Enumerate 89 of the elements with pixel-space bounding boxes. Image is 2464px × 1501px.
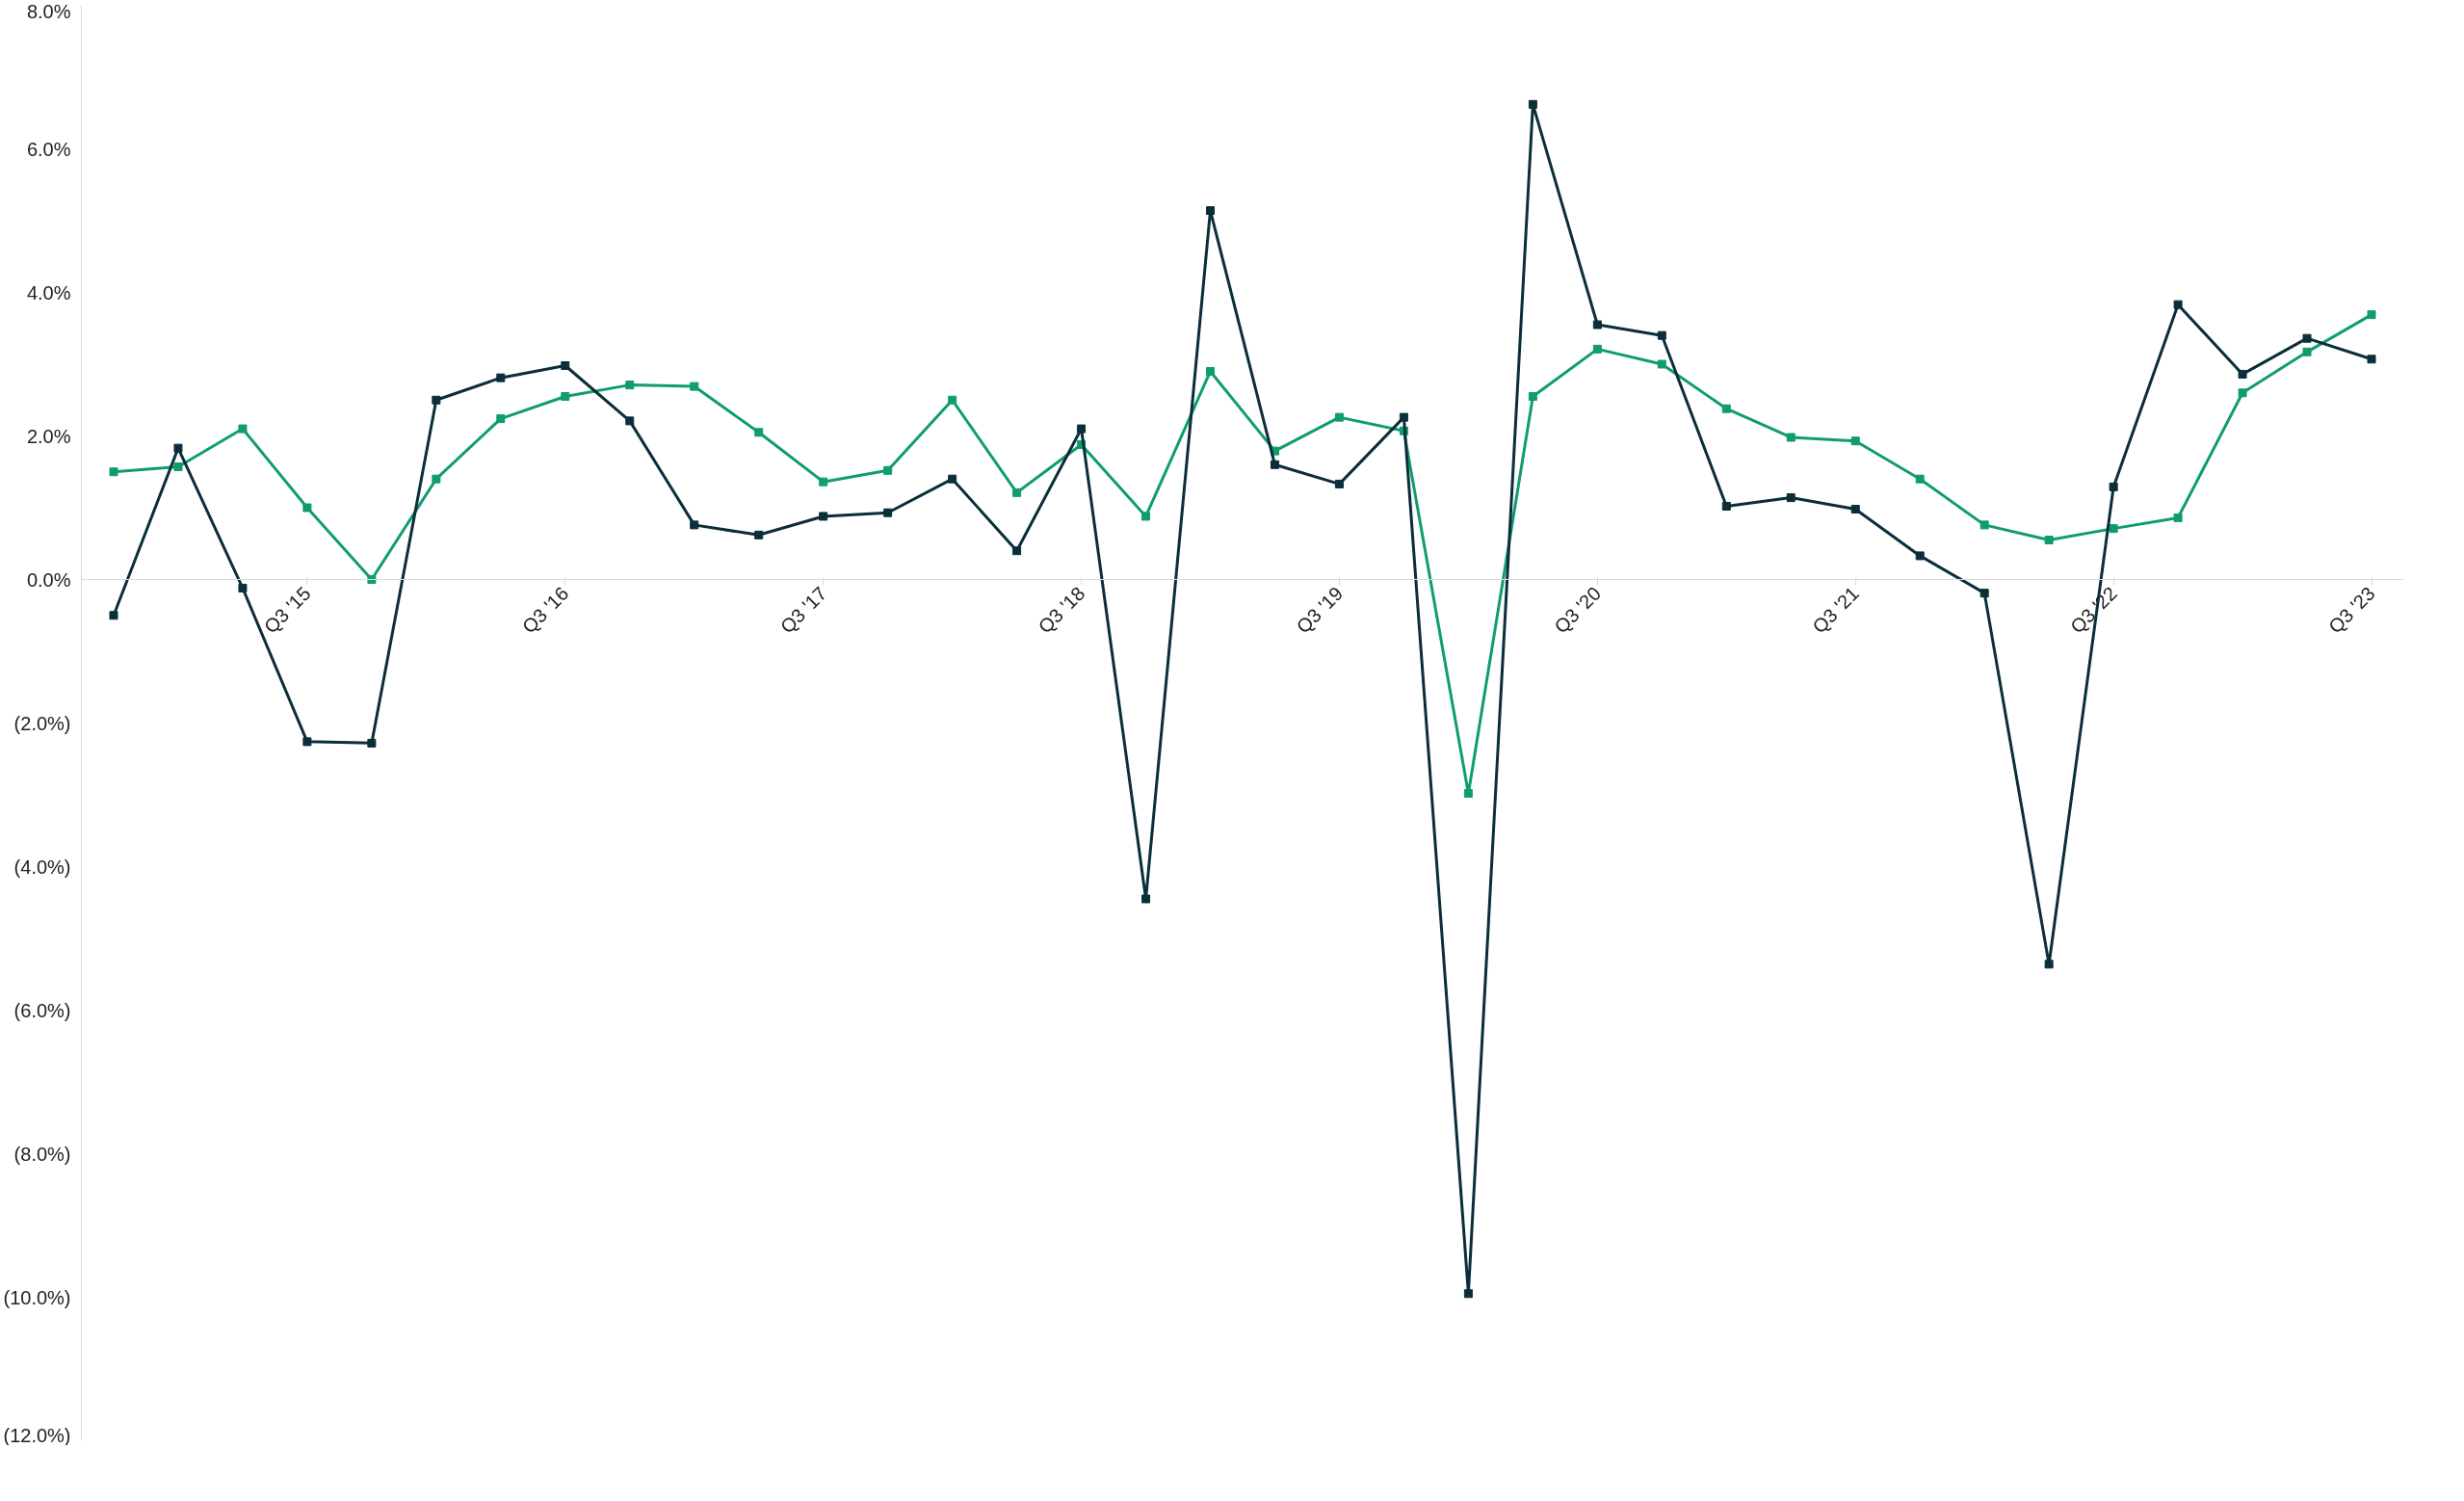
y-tick-label: 8.0% (26, 0, 71, 22)
point (1721, 502, 1731, 512)
point (625, 416, 635, 426)
point (1657, 359, 1666, 369)
y-tick-label: 4.0% (26, 281, 71, 303)
point (2173, 300, 2183, 309)
point (2302, 347, 2312, 356)
point (1012, 546, 1022, 556)
x-tick-label: Q3 '16 (517, 582, 573, 638)
y-tick-label: (12.0%) (3, 1424, 71, 1446)
point (496, 414, 506, 424)
point (625, 381, 635, 390)
point (432, 395, 441, 405)
point (690, 520, 699, 530)
point (819, 477, 828, 487)
point (173, 443, 183, 453)
point (2109, 482, 2118, 491)
point (1334, 479, 1344, 488)
y-tick-label: 0.0% (26, 568, 71, 591)
point (1077, 424, 1087, 434)
point (1786, 493, 1796, 503)
point (109, 611, 118, 620)
point (432, 474, 441, 484)
point (1141, 512, 1151, 521)
x-tick-label: Q3 '19 (1292, 582, 1348, 638)
point (302, 737, 312, 747)
point (1592, 344, 1602, 354)
point (1206, 366, 1216, 376)
point (173, 462, 183, 472)
point (1463, 1289, 1473, 1299)
point (238, 424, 248, 434)
point (883, 508, 893, 517)
point (1592, 320, 1602, 329)
point (1657, 330, 1666, 340)
point (561, 392, 570, 402)
point (1850, 504, 1860, 514)
point (109, 467, 118, 477)
point (948, 474, 957, 484)
x-tick-label: Q3 '22 (2066, 582, 2121, 638)
point (1721, 404, 1731, 413)
point (1528, 392, 1537, 402)
x-tick-label: Q3 '23 (2324, 582, 2379, 638)
point (1979, 589, 1989, 598)
point (2044, 960, 2054, 969)
x-tick-label: Q3 '20 (1550, 582, 1606, 638)
point (1850, 436, 1860, 446)
x-tick-label: Q3 '18 (1034, 582, 1089, 638)
point (1786, 433, 1796, 442)
point (1141, 894, 1151, 904)
y-tick-label: 6.0% (26, 138, 71, 160)
point (1915, 551, 1925, 561)
x-tick-label: Q3 '15 (259, 582, 315, 638)
point (302, 503, 312, 513)
point (754, 428, 764, 437)
point (2302, 333, 2312, 343)
point (238, 583, 248, 592)
point (690, 382, 699, 391)
point (367, 575, 377, 584)
point (1399, 412, 1408, 422)
y-tick-label: (2.0%) (13, 712, 71, 734)
point (1915, 474, 1925, 484)
y-tick-label: (8.0%) (13, 1143, 71, 1165)
point (819, 512, 828, 521)
y-tick-label: 2.0% (26, 425, 71, 447)
point (883, 465, 893, 475)
y-tick-label: (6.0%) (13, 999, 71, 1021)
point (2109, 524, 2118, 534)
x-tick-label: Q3 '21 (1808, 582, 1864, 638)
point (496, 373, 506, 382)
point (1528, 99, 1537, 109)
point (948, 395, 957, 405)
y-tick-label: (4.0%) (13, 856, 71, 878)
x-tick-label: Q3 '17 (775, 582, 831, 638)
point (2367, 355, 2376, 364)
point (367, 738, 377, 748)
point (1334, 412, 1344, 422)
point (2173, 513, 2183, 522)
point (1012, 487, 1022, 497)
point (2044, 536, 2054, 545)
point (1206, 206, 1216, 216)
point (561, 360, 570, 370)
point (1270, 460, 1279, 469)
point (754, 530, 764, 540)
point (2238, 388, 2247, 398)
point (1463, 789, 1473, 799)
point (1979, 520, 1989, 530)
y-tick-label: (10.0%) (3, 1286, 71, 1308)
point (2238, 369, 2247, 379)
point (2367, 310, 2376, 320)
